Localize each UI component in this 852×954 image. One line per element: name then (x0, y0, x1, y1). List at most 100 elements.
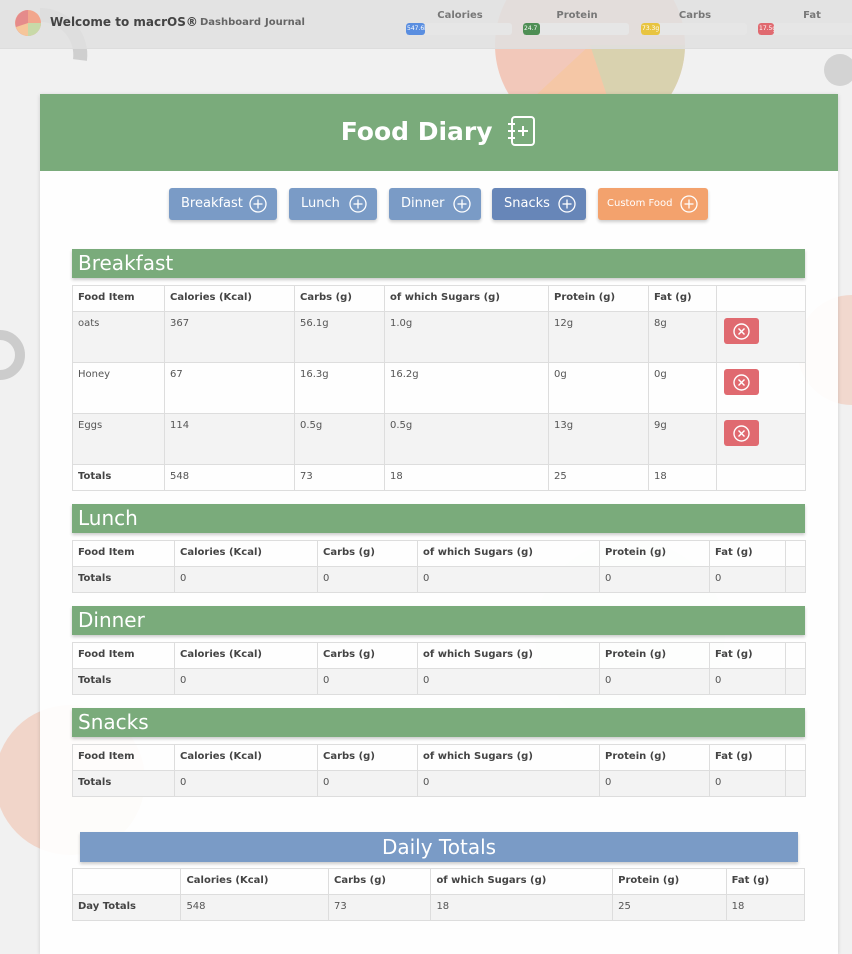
column-header: Carbs (g) (328, 868, 432, 895)
close-circle-icon (733, 374, 750, 391)
column-header: Carbs (g) (294, 285, 385, 312)
plus-circle-icon (349, 195, 367, 213)
cell-protein: 0g (548, 362, 649, 414)
column-header: Protein (g) (612, 868, 727, 895)
cell-empty (785, 668, 806, 695)
cell-empty (716, 464, 806, 491)
column-header: Food Item (72, 540, 175, 567)
daily-totals-table: Calories (Kcal) Carbs (g) of which Sugar… (71, 868, 806, 921)
macro-track: 24.7 (523, 23, 629, 35)
macro-fill: 547.6k (406, 23, 426, 35)
macro-track: 547.6k (406, 23, 512, 35)
cell-protein: 0 (599, 770, 710, 797)
button-label: Dinner (401, 196, 445, 211)
cell-protein: 25 (612, 894, 727, 921)
add-snacks-button[interactable]: Snacks (492, 188, 586, 220)
nav-link-dashboard[interactable]: Dashboard (200, 17, 261, 28)
table-header-row: Food Item Calories (Kcal) Carbs (g) of w… (72, 540, 806, 567)
button-label: Snacks (504, 196, 550, 211)
column-header: Food Item (72, 744, 175, 771)
column-header-actions (785, 540, 806, 567)
cell-carbs: 16.3g (294, 362, 385, 414)
cell-protein: 12g (548, 311, 649, 363)
cell-carbs: 73 (294, 464, 385, 491)
column-header: Carbs (g) (317, 642, 418, 669)
cell-sugars: 1.0g (384, 311, 549, 363)
cell-carbs: 0 (317, 566, 418, 593)
column-header: Carbs (g) (317, 744, 418, 771)
column-header: of which Sugars (g) (417, 540, 600, 567)
column-header: Calories (Kcal) (174, 642, 318, 669)
cell-protein: 0 (599, 566, 710, 593)
daily-totals-header: Daily Totals (80, 832, 798, 862)
cell-calories: 0 (174, 566, 318, 593)
cell-totals-label: Totals (72, 566, 175, 593)
cell-actions (716, 311, 806, 363)
add-diary-icon (508, 116, 536, 146)
cell-carbs: 0 (317, 770, 418, 797)
pie-logo-icon[interactable] (14, 9, 42, 37)
top-nav: Welcome to macrOS® Dashboard Journal Cal… (0, 0, 852, 49)
column-header: of which Sugars (g) (384, 285, 549, 312)
section-header-dinner: Dinner (72, 606, 805, 635)
cell-calories: 548 (164, 464, 295, 491)
cell-carbs: 0.5g (294, 413, 385, 465)
cell-protein: 13g (548, 413, 649, 465)
delete-row-button[interactable] (724, 318, 759, 344)
cell-fat: 9g (648, 413, 717, 465)
cell-fat: 8g (648, 311, 717, 363)
plus-circle-icon (680, 195, 698, 213)
delete-row-button[interactable] (724, 369, 759, 395)
macro-label: Protein (556, 10, 598, 21)
cell-sugars: 0 (417, 566, 600, 593)
table-header-row: Food Item Calories (Kcal) Carbs (g) of w… (72, 285, 806, 312)
nav-link-journal[interactable]: Journal (265, 17, 305, 28)
macro-label: Fat (803, 10, 821, 21)
column-header: Calories (Kcal) (174, 744, 318, 771)
table-header-row: Food Item Calories (Kcal) Carbs (g) of w… (72, 642, 806, 669)
cell-calories: 114 (164, 413, 295, 465)
table-row: oats 367 56.1g 1.0g 12g 8g (72, 311, 806, 363)
brand-title: Welcome to macrOS® (50, 15, 198, 29)
add-dinner-button[interactable]: Dinner (389, 188, 481, 220)
section-header-lunch: Lunch (72, 504, 805, 533)
cell-fat: 0 (709, 566, 786, 593)
cell-sugars: 18 (384, 464, 549, 491)
macro-fill: 73.3g (641, 23, 661, 35)
delete-row-button[interactable] (724, 420, 759, 446)
macro-label: Carbs (678, 10, 712, 21)
table-header-row: Food Item Calories (Kcal) Carbs (g) of w… (72, 744, 806, 771)
column-header-actions (785, 744, 806, 771)
cell-fat: 18 (725, 894, 806, 921)
add-lunch-button[interactable]: Lunch (289, 188, 377, 220)
column-header: Fat (g) (709, 540, 786, 567)
macro-fill: 17.5g (758, 23, 774, 35)
cell-carbs: 73 (328, 894, 432, 921)
column-header: of which Sugars (g) (417, 642, 600, 669)
cell-totals-label: Totals (72, 668, 175, 695)
macro-fill: 24.7 (523, 23, 540, 35)
cell-calories: 67 (164, 362, 295, 414)
totals-row: Totals 0 0 0 0 0 (72, 770, 806, 797)
cell-totals-label: Totals (72, 770, 175, 797)
cell-calories: 548 (180, 894, 330, 921)
custom-food-button[interactable]: Custom Food (598, 188, 708, 220)
column-header: Fat (g) (725, 868, 806, 895)
macro-protein: Protein 24.7 (523, 10, 631, 35)
column-header: Protein (g) (599, 744, 710, 771)
totals-row: Totals 0 0 0 0 0 (72, 668, 806, 695)
column-header: Calories (Kcal) (180, 868, 330, 895)
column-header: Protein (g) (599, 642, 710, 669)
cell-sugars: 0 (417, 668, 600, 695)
cell-fat: 18 (648, 464, 717, 491)
macro-label: Calories (437, 10, 483, 21)
dinner-table: Food Item Calories (Kcal) Carbs (g) of w… (72, 642, 806, 695)
button-label: Custom Food (607, 198, 673, 209)
column-header: of which Sugars (g) (417, 744, 600, 771)
button-label: Breakfast (181, 196, 243, 211)
macro-track: 17.5g (758, 23, 852, 35)
cell-sugars: 0 (417, 770, 600, 797)
add-breakfast-button[interactable]: Breakfast (169, 188, 277, 220)
macro-carbs: Carbs 73.3g (641, 10, 749, 35)
table-row: Honey 67 16.3g 16.2g 0g 0g (72, 362, 806, 414)
